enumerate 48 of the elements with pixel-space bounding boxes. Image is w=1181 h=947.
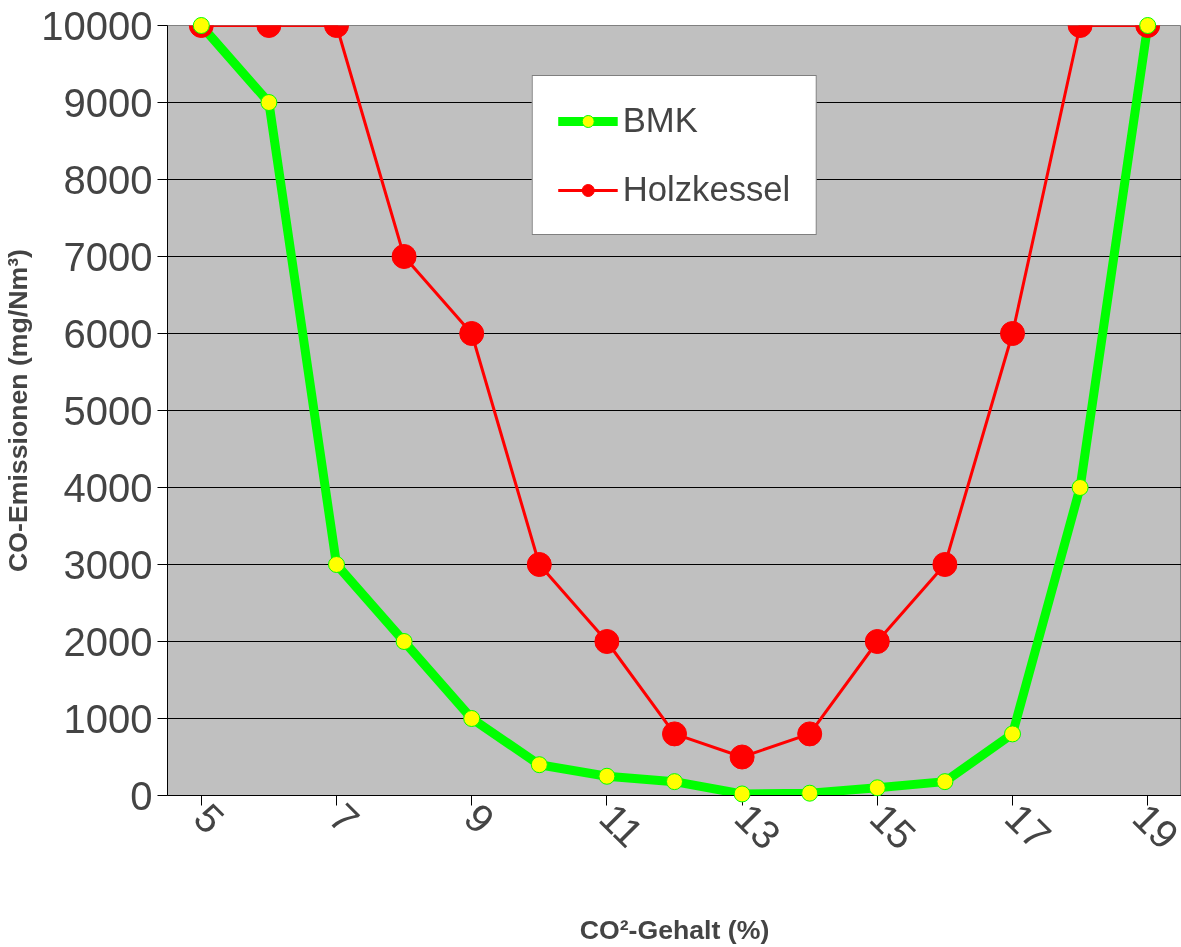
point	[864, 629, 890, 654]
point	[932, 552, 958, 577]
point	[598, 767, 616, 785]
y-tick-label: 5000	[63, 388, 153, 433]
x-tick-label: 7	[320, 794, 368, 842]
point	[1000, 321, 1025, 346]
y-tick-label: 3000	[63, 542, 153, 587]
point	[1071, 479, 1089, 496]
point	[463, 710, 481, 727]
x-tick-label: 15	[861, 794, 925, 858]
x-tick-label: 17	[996, 794, 1060, 858]
point	[868, 779, 886, 797]
y-tick-label: 8000	[63, 157, 153, 202]
y-tick-label: 0	[130, 773, 153, 818]
point	[459, 321, 485, 346]
point	[391, 244, 417, 269]
y-tick-label: 4000	[63, 465, 153, 510]
y-tick-label: 6000	[63, 311, 153, 356]
point	[936, 773, 954, 791]
point	[526, 552, 552, 577]
x-tick-label: 5	[185, 794, 233, 842]
y-axis-title: CO-Emissionen (mg/Nm³)	[3, 249, 34, 572]
x-tick-label: 13	[726, 794, 790, 858]
point	[192, 17, 210, 34]
point	[328, 556, 345, 573]
point	[1139, 17, 1157, 34]
y-tick-label: 10000	[41, 3, 153, 48]
point	[801, 784, 819, 802]
point	[729, 744, 755, 770]
legend-label: BMK	[622, 101, 698, 140]
legend-label: Holzkessel	[622, 170, 791, 209]
x-tick-label: 9	[456, 794, 503, 842]
x-tick-label: 11	[591, 794, 652, 856]
point	[260, 94, 278, 111]
x-tick-label: 19	[1124, 794, 1181, 858]
point	[662, 721, 687, 747]
point	[733, 785, 751, 803]
y-tick-label: 1000	[63, 696, 153, 741]
point	[594, 629, 620, 654]
y-tick-label: 9000	[63, 80, 153, 125]
y-tick-label: 7000	[63, 234, 153, 279]
point	[666, 773, 683, 791]
point	[530, 756, 548, 774]
y-tick-label: 2000	[63, 619, 153, 664]
point	[1004, 725, 1021, 743]
x-axis-title: CO²-Gehalt (%)	[579, 914, 770, 945]
point	[395, 633, 413, 650]
point	[797, 721, 823, 747]
